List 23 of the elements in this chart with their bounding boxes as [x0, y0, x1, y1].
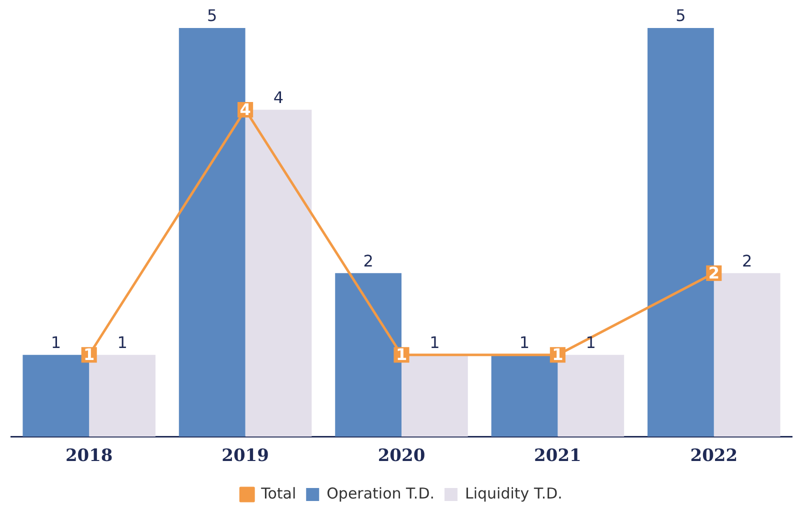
- data-label: 1: [396, 345, 408, 364]
- data-label: 4: [240, 100, 251, 119]
- data-label: 5: [207, 6, 218, 26]
- data-label: 5: [676, 6, 686, 26]
- legend-label: Operation T.D.: [326, 484, 435, 502]
- data-label: 1: [50, 333, 61, 352]
- data-label: 1: [552, 345, 564, 364]
- data-label: 1: [84, 345, 95, 364]
- legend-label: Total: [260, 484, 296, 502]
- data-label: 4: [273, 88, 284, 107]
- legend-label: Liquidity T.D.: [465, 484, 562, 502]
- x-tick-label: 2019: [222, 446, 269, 466]
- x-tick-label: 2021: [534, 446, 582, 466]
- x-tick-label: 2020: [378, 446, 426, 466]
- x-tick-label: 2018: [65, 446, 113, 466]
- data-label: 2: [708, 263, 720, 282]
- data-label: 1: [117, 333, 128, 352]
- data-label: 1: [586, 333, 596, 352]
- data-label: 1: [519, 333, 530, 352]
- data-label: 2: [363, 251, 374, 270]
- data-label: 2: [742, 251, 752, 270]
- x-tick-label: 2022: [690, 446, 738, 466]
- data-label: 1: [430, 333, 440, 352]
